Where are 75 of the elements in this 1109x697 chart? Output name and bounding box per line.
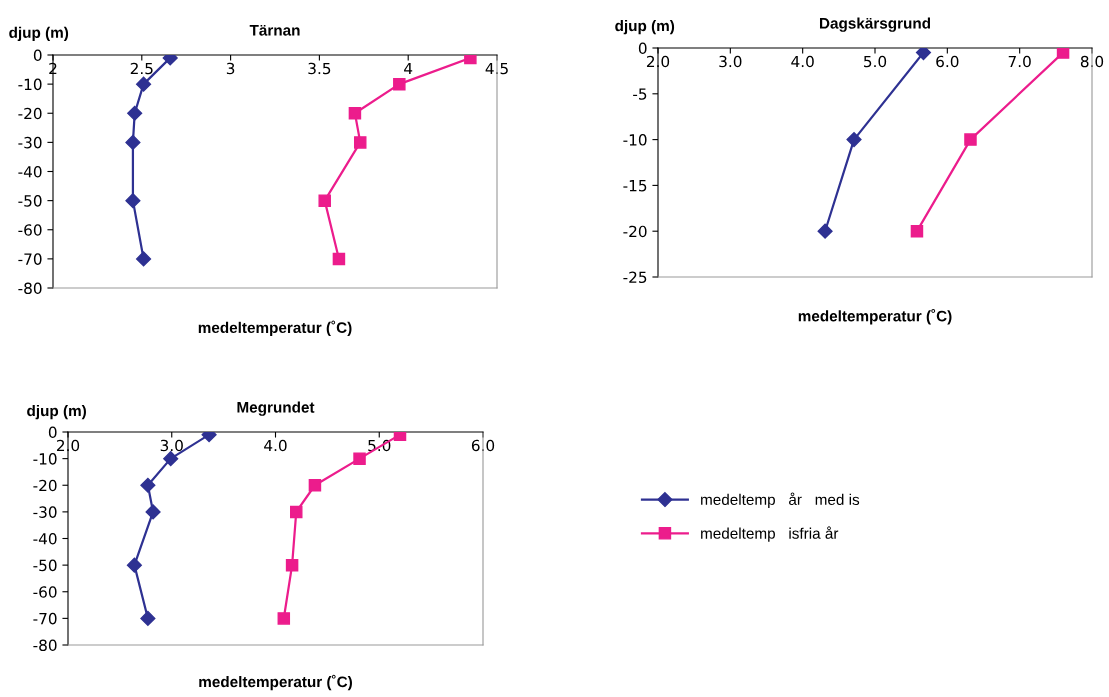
point — [353, 452, 366, 465]
x-tick-label: 8.0 — [1080, 55, 1104, 68]
x-tick-label: 5.0 — [864, 55, 887, 68]
point — [393, 77, 406, 91]
point — [127, 105, 143, 121]
y-tick-label: -40 — [18, 165, 42, 178]
x-tick-label: 6.0 — [471, 439, 495, 452]
y-tick-label: -10 — [18, 78, 42, 91]
y-tick-label: -70 — [18, 253, 42, 265]
point — [1056, 48, 1070, 59]
x-tick-label: 3.0 — [160, 439, 183, 452]
point — [318, 194, 331, 207]
chart-title: Tärnan — [249, 24, 300, 36]
y-axis-title: djup (m) — [9, 26, 69, 42]
point — [289, 505, 303, 519]
point — [353, 136, 367, 149]
y-tick-label: -15 — [623, 180, 647, 192]
point — [145, 504, 161, 520]
x-tick-label: 3 — [226, 62, 235, 75]
x-tick-label: 4.5 — [485, 62, 508, 75]
point — [348, 106, 362, 120]
point — [136, 76, 152, 92]
y-tick-label: -50 — [33, 559, 57, 572]
point — [846, 132, 862, 148]
x-axis-title: medeltemperatur (˚C) — [199, 674, 352, 691]
point — [915, 48, 932, 61]
y-tick-label: -80 — [33, 639, 57, 652]
x-tick-label: 4.0 — [264, 439, 287, 452]
legend-label: medeltemp år med is — [701, 492, 860, 509]
point — [126, 557, 142, 573]
y-tick-label: 0 — [33, 49, 42, 62]
point — [308, 478, 322, 492]
x-tick-label: 4.0 — [791, 55, 814, 68]
y-tick-label: -25 — [623, 271, 647, 284]
y-tick-label: -60 — [33, 586, 57, 598]
y-tick-label: -5 — [633, 88, 647, 100]
x-tick-label: 2.5 — [130, 62, 153, 75]
point — [285, 558, 299, 572]
point — [140, 610, 156, 626]
y-tick-label: 0 — [638, 42, 647, 55]
y-tick-label: -10 — [33, 453, 57, 465]
y-tick-label: -60 — [18, 224, 42, 236]
y-tick-label: -20 — [623, 225, 647, 238]
point — [964, 133, 977, 146]
x-axis-title: medeltemperatur (˚C) — [198, 320, 352, 337]
point — [125, 134, 141, 150]
x-tick-label: 3.5 — [308, 62, 331, 75]
y-tick-label: -30 — [33, 506, 57, 518]
y-tick-label: -20 — [18, 107, 42, 120]
legend-label: medeltemp isfria år — [701, 526, 839, 542]
y-tick-label: 0 — [48, 426, 57, 439]
point — [136, 251, 152, 267]
y-tick-label: -80 — [18, 282, 42, 295]
y-axis-title: djup (m) — [615, 20, 675, 35]
point — [910, 224, 924, 238]
chart-title: Dagskärsgrund — [819, 17, 931, 32]
x-tick-label: 4 — [404, 62, 413, 75]
y-tick-label: -30 — [18, 136, 42, 149]
y-axis-title: djup (m) — [27, 404, 86, 420]
x-tick-label: 7.0 — [1008, 55, 1031, 68]
point — [277, 612, 291, 625]
x-axis-title: medeltemperatur (˚C) — [798, 309, 952, 325]
y-tick-label: -50 — [18, 195, 42, 207]
point — [140, 477, 156, 493]
y-tick-label: -20 — [33, 479, 57, 492]
chart-title: Megrundet — [237, 401, 315, 416]
y-tick-label: -70 — [33, 612, 57, 625]
x-tick-label: 3.0 — [719, 55, 742, 68]
point — [163, 451, 179, 467]
x-tick-label: 6.0 — [936, 55, 959, 68]
point — [125, 193, 141, 209]
point — [332, 252, 346, 266]
y-tick-label: -10 — [623, 134, 647, 146]
point — [817, 223, 833, 239]
y-tick-label: -40 — [33, 532, 57, 545]
